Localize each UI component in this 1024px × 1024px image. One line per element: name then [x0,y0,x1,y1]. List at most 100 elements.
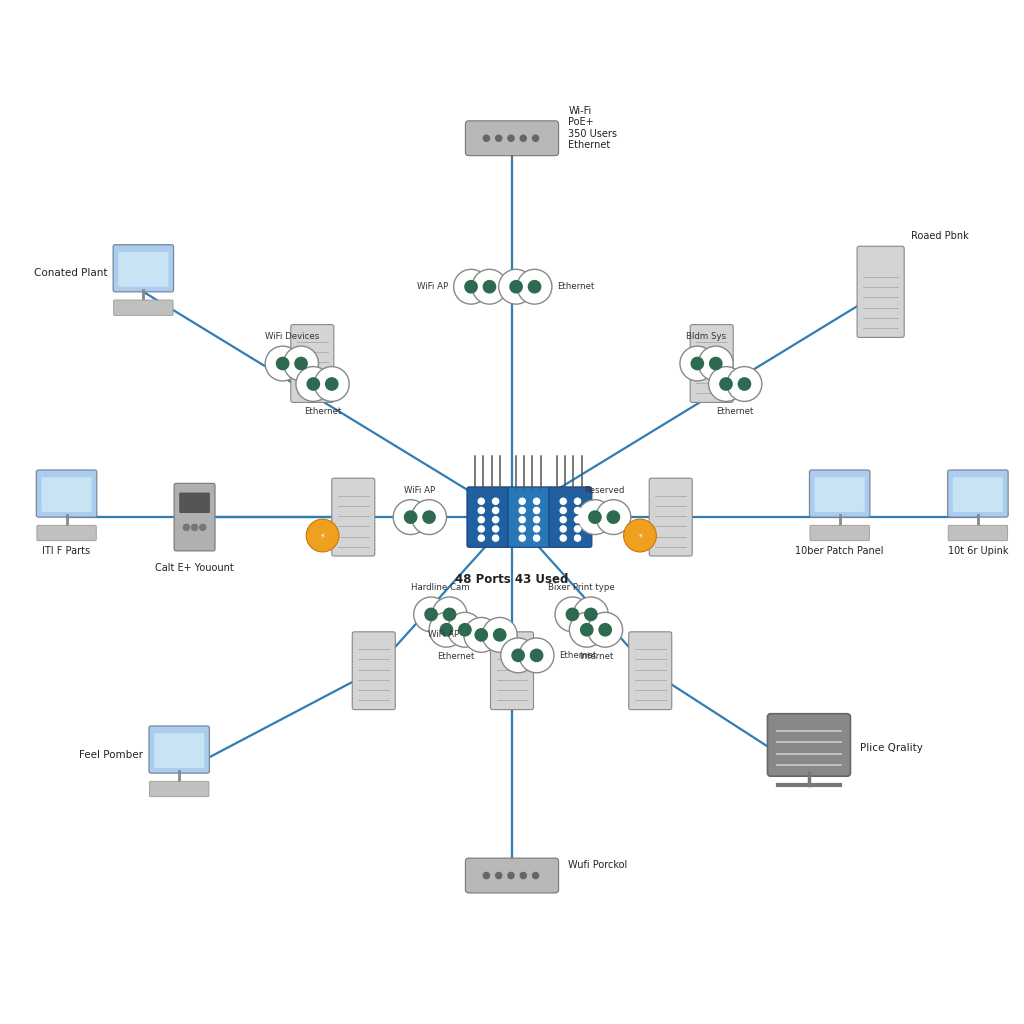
Circle shape [519,499,525,505]
Circle shape [739,379,750,389]
Circle shape [519,516,525,522]
Circle shape [464,617,499,652]
Circle shape [581,624,593,636]
Circle shape [404,511,417,523]
Text: Ethernet: Ethernet [717,407,754,416]
Circle shape [493,516,499,522]
Circle shape [496,135,502,141]
Circle shape [555,597,590,632]
Text: Feel Pomber: Feel Pomber [79,750,143,760]
Circle shape [432,597,467,632]
Text: WiFi AP: WiFi AP [418,283,449,291]
Circle shape [574,535,581,541]
Circle shape [495,630,505,640]
Circle shape [519,638,554,673]
Circle shape [520,872,526,879]
FancyBboxPatch shape [37,470,96,517]
Circle shape [532,872,539,879]
Circle shape [560,535,566,541]
Circle shape [567,609,578,620]
Circle shape [424,512,434,522]
Circle shape [566,608,579,621]
Circle shape [306,519,339,552]
FancyBboxPatch shape [629,632,672,710]
FancyBboxPatch shape [465,121,559,156]
Circle shape [574,499,581,505]
Circle shape [738,378,751,390]
FancyBboxPatch shape [768,714,850,776]
Circle shape [574,516,581,522]
Circle shape [711,358,721,369]
Circle shape [493,535,499,541]
Circle shape [414,597,449,632]
Circle shape [529,282,540,292]
FancyBboxPatch shape [119,252,169,287]
Circle shape [534,516,540,522]
FancyBboxPatch shape [150,726,209,773]
Circle shape [276,357,289,370]
FancyBboxPatch shape [815,477,864,512]
FancyBboxPatch shape [179,493,210,513]
Circle shape [441,625,452,635]
Text: WiFi AP: WiFi AP [428,631,459,639]
Circle shape [496,872,502,879]
Circle shape [183,524,189,530]
Text: Reserved: Reserved [584,485,625,495]
Circle shape [624,519,656,552]
Circle shape [454,269,488,304]
Circle shape [191,524,198,530]
FancyBboxPatch shape [508,487,551,547]
Circle shape [530,649,543,662]
Text: Ethernet: Ethernet [437,652,474,662]
Text: 10t 6r Upink: 10t 6r Upink [947,546,1009,556]
Circle shape [265,346,300,381]
Circle shape [308,379,318,389]
Circle shape [517,269,552,304]
Circle shape [560,499,566,505]
Circle shape [560,526,566,532]
Circle shape [406,512,416,522]
Circle shape [278,358,288,369]
Circle shape [586,609,596,620]
Circle shape [720,378,732,390]
Circle shape [426,609,436,620]
Circle shape [483,281,496,293]
Circle shape [425,608,437,621]
FancyBboxPatch shape [332,478,375,556]
Circle shape [519,508,525,514]
Circle shape [423,511,435,523]
Circle shape [412,500,446,535]
Text: Bixer Print type: Bixer Print type [548,583,615,592]
Circle shape [478,535,484,541]
Circle shape [296,367,331,401]
Text: WiFi Devices: WiFi Devices [265,332,318,341]
Text: Roaed Pbnk: Roaed Pbnk [911,230,969,241]
FancyBboxPatch shape [948,525,1008,541]
Circle shape [534,535,540,541]
Text: Hardline Cam: Hardline Cam [411,583,470,592]
Circle shape [596,500,631,535]
Circle shape [499,269,534,304]
Text: Bldm Sys: Bldm Sys [686,332,727,341]
Circle shape [478,508,484,514]
Text: ⚡: ⚡ [319,531,326,540]
Circle shape [307,378,319,390]
Circle shape [295,357,307,370]
Circle shape [447,612,482,647]
FancyBboxPatch shape [114,245,174,292]
Text: WiFi AP: WiFi AP [404,485,435,495]
Circle shape [508,135,514,141]
Circle shape [478,516,484,522]
Circle shape [511,282,521,292]
Circle shape [519,526,525,532]
Circle shape [393,500,428,535]
FancyBboxPatch shape [42,477,92,512]
Circle shape [508,872,514,879]
Text: 10ber Patch Panel: 10ber Patch Panel [796,546,884,556]
Circle shape [326,378,338,390]
Circle shape [532,135,539,141]
Circle shape [493,499,499,505]
Text: Plice Qrality: Plice Qrality [860,742,923,753]
FancyBboxPatch shape [952,477,1004,512]
Circle shape [534,526,540,532]
